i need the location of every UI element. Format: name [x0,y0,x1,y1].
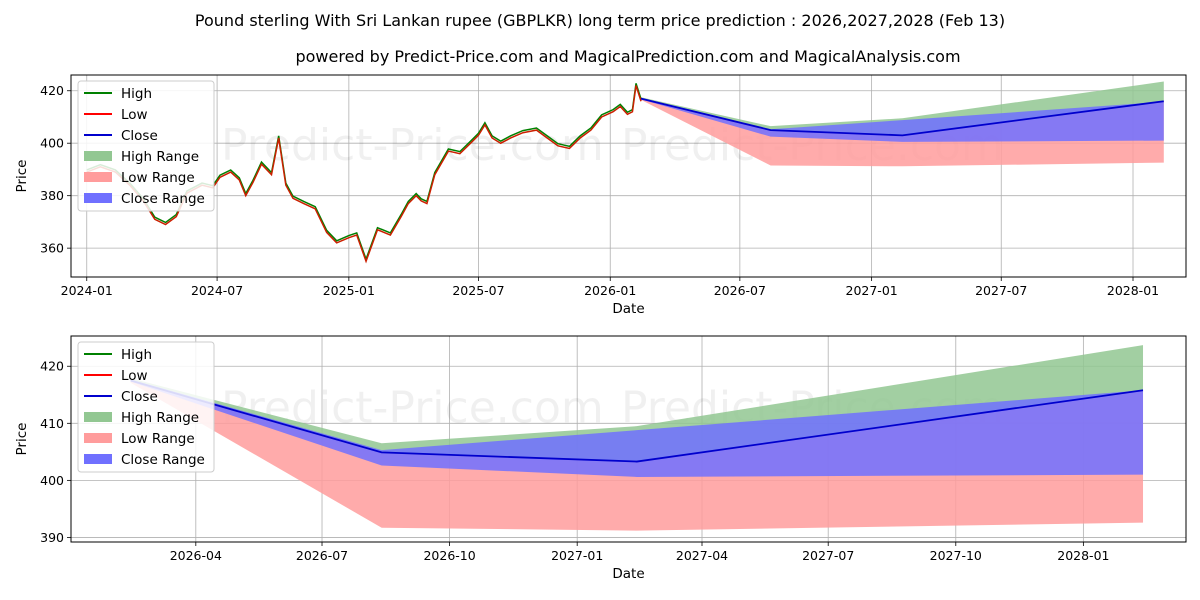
legend-item: Low Range [84,431,195,447]
y-tick-label: 400 [40,473,64,488]
x-tick-label: 2025-01 [323,283,375,298]
legend-label: Low [121,107,148,123]
legend-label: High [121,347,152,363]
low-range-area [641,98,1164,167]
legend-swatch-patch [84,193,112,203]
x-tick-label: 2026-07 [714,283,766,298]
x-tick-label: 2028-01 [1107,283,1159,298]
legend-label: Low [121,368,148,384]
y-tick-label: 360 [40,241,64,256]
x-tick-label: 2027-07 [802,548,854,563]
y-tick-label: 420 [40,83,64,98]
legend-swatch-patch [84,433,112,443]
x-tick-label: 2025-07 [452,283,504,298]
bottom-panel: 2026-04 2026-07 2026-10 2027-01 2027-04 2027-… [14,335,1187,582]
legend-item: Close Range [84,191,205,207]
legend-swatch-patch [84,151,112,161]
legend-label: Close [121,389,158,405]
low-range-area [130,380,1144,531]
legend-swatch-patch [84,454,112,464]
y-tick-label: 410 [40,416,64,431]
y-tick-label: 400 [40,136,64,151]
x-tick-label: 2027-01 [846,283,898,298]
x-tick-label: 2024-01 [61,283,113,298]
x-axis-label: Date [612,566,644,582]
x-tick-labels: 2026-04 2026-07 2026-10 2027-01 2027-04 2027-… [170,548,1110,563]
legend-item: Close Range [84,452,205,468]
y-axis-label: Price [14,423,30,456]
x-tick-labels: 2024-01 2024-07 2025-01 2025-07 2026-01 2026-… [61,283,1159,298]
x-tick-label: 2026-10 [423,548,475,563]
chart-title: Pound sterling With Sri Lankan rupee (GB… [195,11,1005,30]
axes-frame [70,74,1187,278]
legend: High Low Close High Range Low Range Close Ran… [77,80,215,212]
legend-item: Low [84,368,148,384]
legend-item: High Range [84,410,199,426]
legend-item: Low Range [84,170,195,186]
legend-item: High [84,347,152,363]
legend-label: Close [121,128,158,144]
x-tick-label: 2026-04 [170,548,222,563]
legend-label: Low Range [121,431,195,447]
legend-item: Close [84,389,158,405]
y-tick-labels: 390 400 410 420 [40,359,64,545]
x-axis-label: Date [612,301,644,317]
x-tick-label: 2027-10 [930,548,982,563]
legend-swatch-patch [84,172,112,182]
legend-label: Close Range [121,191,205,207]
chart-subtitle: powered by Predict-Price.com and Magical… [295,47,960,66]
watermark-text: Predict-Price.com [221,120,604,171]
x-tick-label: 2026-07 [296,548,348,563]
y-tick-label: 380 [40,188,64,203]
y-tick-labels: 360 380 400 420 [40,83,64,255]
legend-label: High [121,86,152,102]
close-forecast-line [130,379,1144,463]
legend-swatch-patch [84,412,112,422]
legend-label: Close Range [121,452,205,468]
y-axis-label: Price [14,160,30,193]
legend-label: High Range [121,410,199,426]
legend-item: Close [84,128,158,144]
y-tick-label: 420 [40,359,64,374]
x-tick-label: 2027-04 [676,548,728,563]
x-tick-label: 2027-01 [551,548,603,563]
top-panel: 2024-01 2024-07 2025-01 2025-07 2026-01 2026-… [14,74,1187,317]
legend-item: High [84,86,152,102]
legend-item: Low [84,107,148,123]
legend-label: High Range [121,149,199,165]
x-tick-label: 2026-01 [584,283,636,298]
axes-frame [70,335,1187,543]
legend-item: High Range [84,149,199,165]
x-tick-label: 2027-07 [975,283,1027,298]
legend-label: Low Range [121,170,195,186]
x-tick-label: 2028-01 [1057,548,1109,563]
legend: High Low Close High Range Low Range Close Ran… [77,341,215,473]
y-tick-label: 390 [40,530,64,545]
x-tick-label: 2024-07 [191,283,243,298]
close-forecast-line [640,97,1164,137]
